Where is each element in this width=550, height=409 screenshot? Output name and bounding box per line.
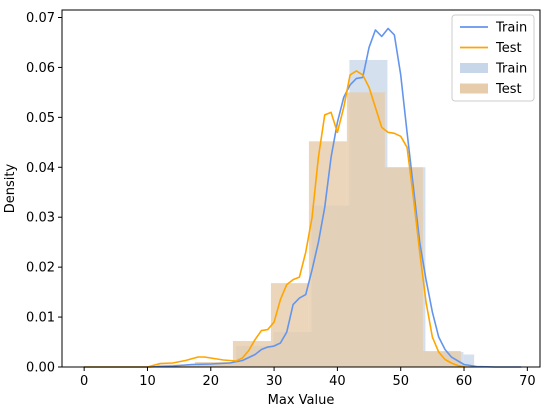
x-axis-label: Max Value	[268, 393, 335, 408]
hist-bar-test-5	[346, 92, 385, 367]
legend-entry-label: Train	[495, 21, 527, 36]
kde-line-train	[83, 27, 522, 368]
x-tick-label: 60	[456, 374, 473, 389]
plot-frame	[61, 9, 541, 368]
legend: Train Test Train Test	[451, 14, 535, 102]
hist-bar-train-8	[463, 354, 475, 367]
y-tick-label: 0.02	[26, 261, 55, 276]
legend-entry-label: Test	[495, 41, 522, 56]
x-tick-label: 30	[266, 374, 283, 389]
y-tick-label: 0.04	[26, 161, 55, 176]
hist-bar-test-6	[384, 167, 423, 367]
legend-entry-label: Train	[495, 62, 527, 77]
x-tick-label: 0	[80, 374, 88, 389]
x-tick-label: 50	[392, 374, 409, 389]
x-axis: 0 10 20 30 40 50 60 70	[80, 367, 536, 389]
y-axis-label: Density	[3, 163, 18, 213]
y-axis: 0.00 0.01 0.02 0.03 0.04 0.05 0.06 0.07	[26, 11, 62, 376]
kde-line-test	[83, 70, 465, 368]
y-tick-label: 0.07	[26, 11, 55, 26]
x-tick-label: 40	[329, 374, 346, 389]
x-tick-label: 70	[519, 374, 536, 389]
y-tick-label: 0.01	[26, 311, 55, 326]
y-tick-label: 0.03	[26, 211, 55, 226]
hist-bar-test-4	[308, 141, 347, 367]
legend-patch-swatch	[460, 63, 488, 73]
legend-entry-label: Test	[495, 82, 522, 97]
kde-lines	[83, 27, 522, 368]
x-tick-label: 20	[203, 374, 220, 389]
histogram-bars	[156, 59, 475, 368]
legend-box	[451, 14, 535, 102]
y-tick-label: 0.00	[26, 361, 55, 376]
x-tick-label: 10	[139, 374, 156, 389]
y-tick-label: 0.05	[26, 111, 55, 126]
y-tick-label: 0.06	[26, 61, 55, 76]
legend-patch-swatch	[460, 83, 488, 94]
